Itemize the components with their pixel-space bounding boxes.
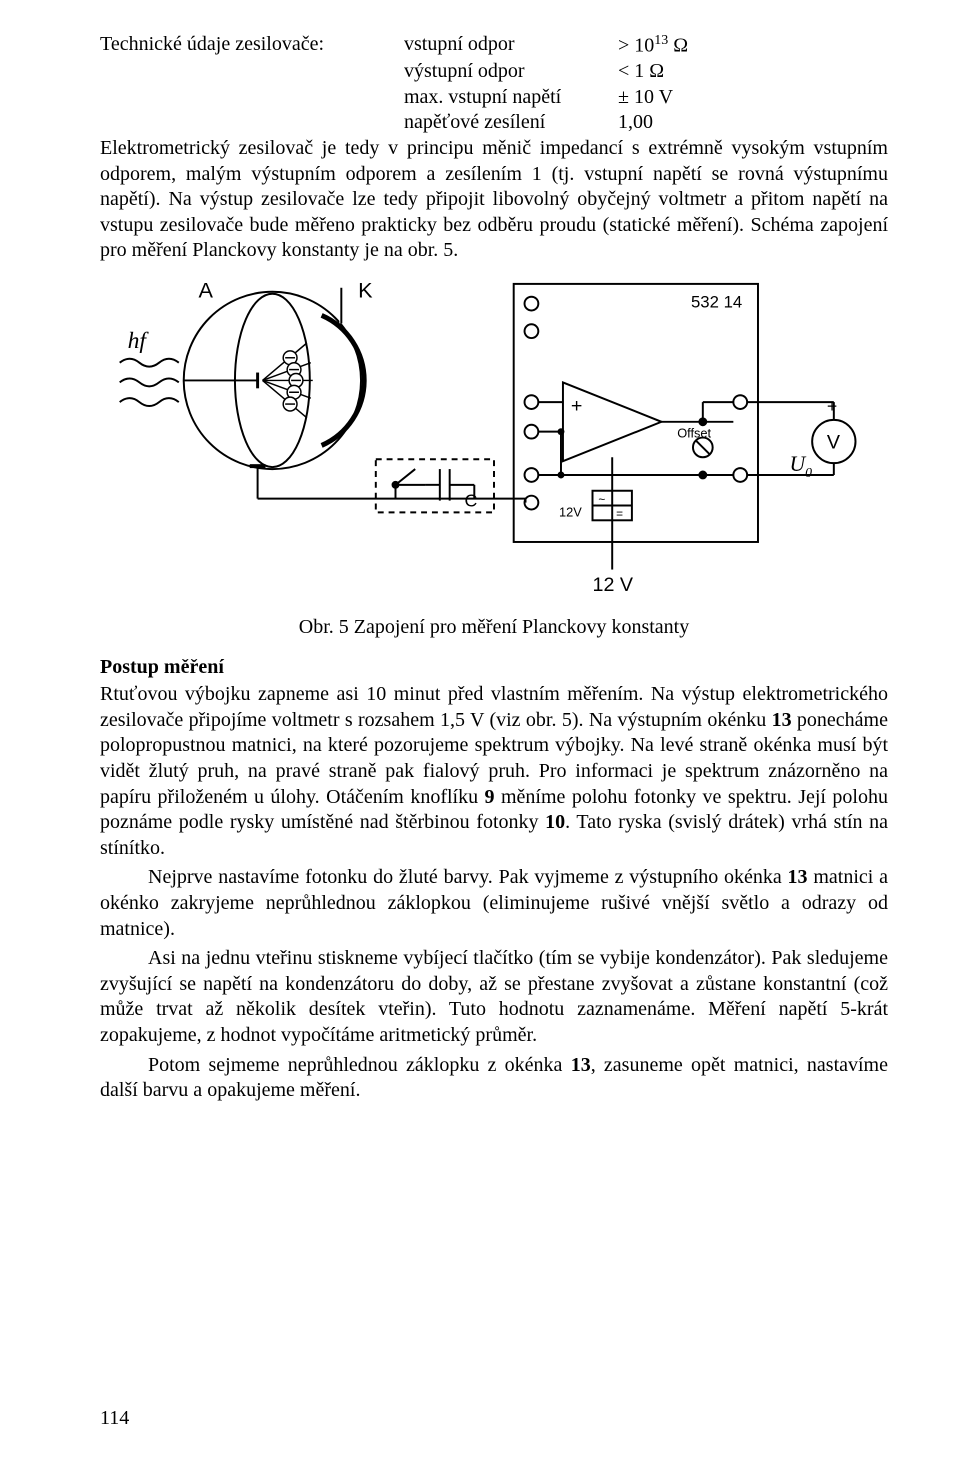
circuit-svg: A K hf C — [100, 274, 888, 609]
spec-row-value: ± 10 V — [618, 85, 888, 111]
label-offset: Offset — [677, 426, 711, 441]
spec-row-label: max. vstupní napětí — [404, 85, 614, 111]
label-box-id: 532 14 — [691, 293, 742, 312]
spec-row-label: výstupní odpor — [404, 59, 614, 85]
label-U0: U0 — [790, 452, 813, 480]
spec-row-value: 1,00 — [618, 110, 888, 136]
label-12v-big: 12 V — [593, 574, 634, 596]
spec-row-value: < 1 Ω — [618, 59, 888, 85]
voltmeter-plus-icon: + — [827, 396, 837, 416]
paragraph-2: Rtuťovou výbojku zapneme asi 10 minut př… — [100, 682, 888, 861]
equals-icon: = — [616, 506, 623, 520]
spec-heading: Technické údaje zesilovače: — [100, 32, 400, 59]
label-K: K — [358, 278, 373, 303]
spec-table: Technické údaje zesilovače: vstupní odpo… — [100, 32, 888, 136]
figure-caption: Obr. 5 Zapojení pro měření Planckovy kon… — [100, 615, 888, 641]
label-hf: hf — [128, 328, 150, 354]
spec-row-label: napěťové zesílení — [404, 110, 614, 136]
label-C: C — [464, 491, 477, 511]
opamp-plus-icon: + — [571, 395, 583, 417]
heading-postup: Postup měření — [100, 655, 888, 681]
paragraph-4: Asi na jednu vteřinu stiskneme vybíjecí … — [100, 946, 888, 1048]
label-A: A — [199, 278, 214, 303]
tilde-icon: ~ — [598, 493, 605, 507]
page-number: 114 — [100, 1406, 129, 1432]
figure-5: A K hf C — [100, 274, 888, 609]
paragraph-5: Potom sejmeme neprůhlednou záklopku z ok… — [100, 1053, 888, 1104]
spec-row-value: > 1013 Ω — [618, 32, 888, 59]
label-12v-small: 12V — [559, 504, 582, 519]
voltmeter-V: V — [827, 431, 841, 453]
paragraph-3: Nejprve nastavíme fotonku do žluté barvy… — [100, 865, 888, 942]
spec-row-label: vstupní odpor — [404, 32, 614, 59]
paragraph-1: Elektrometrický zesilovač je tedy v prin… — [100, 136, 888, 264]
